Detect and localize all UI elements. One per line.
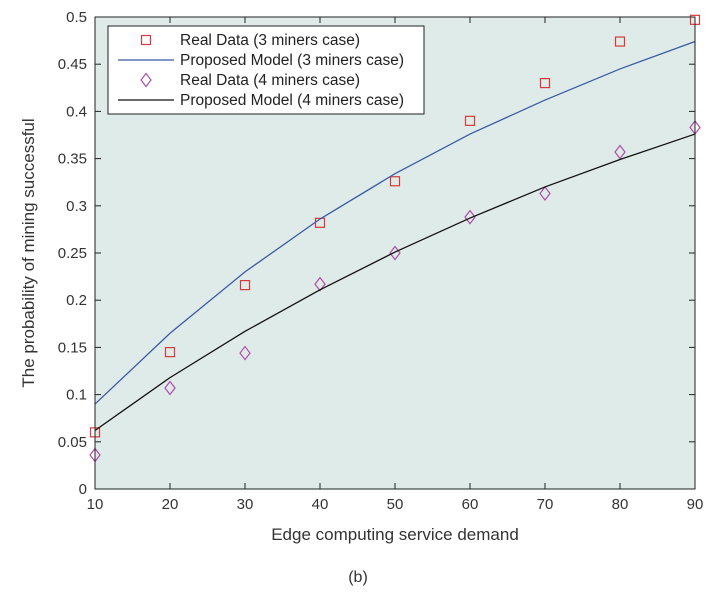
- y-tick-label: 0: [79, 481, 87, 498]
- data-point: [239, 345, 251, 361]
- legend-marker: [140, 72, 152, 88]
- data-point: [239, 279, 251, 291]
- x-tick-label: 40: [312, 496, 329, 513]
- data-point: [614, 36, 626, 47]
- data-point: [464, 115, 476, 126]
- x-tick-label: 60: [462, 496, 479, 513]
- y-tick-label: 0.15: [58, 339, 87, 356]
- legend-entry: Proposed Model (4 miners case): [180, 92, 404, 109]
- series-line: [94, 133, 696, 432]
- data-point: [164, 347, 176, 358]
- y-tick-label: 0.1: [66, 387, 87, 404]
- series-0: [89, 14, 701, 438]
- legend-entry: Real Data (3 miners case): [180, 32, 360, 49]
- series-1: [94, 40, 696, 405]
- y-tick-label: 0.45: [58, 56, 87, 73]
- legend: Real Data (3 miners case) Proposed Model …: [107, 25, 425, 115]
- x-axis-label: Edge computing service demand: [271, 525, 519, 544]
- series-3: [94, 133, 696, 432]
- x-tick-label: 30: [237, 496, 254, 513]
- x-tick-label: 70: [537, 496, 554, 513]
- data-point: [614, 144, 626, 160]
- x-tick-label: 90: [687, 496, 704, 513]
- x-tick-label: 10: [87, 496, 104, 513]
- x-tick-label: 80: [612, 496, 629, 513]
- data-point: [164, 380, 176, 396]
- legend-entry: Real Data (4 miners case): [180, 72, 360, 89]
- x-tick-label: 50: [387, 496, 404, 513]
- x-tick-label: 20: [162, 496, 179, 513]
- y-tick-label: 0.35: [58, 151, 87, 168]
- y-tick-label: 0.3: [66, 198, 87, 215]
- legend-entry: Proposed Model (3 miners case): [180, 52, 404, 69]
- y-axis-label: The probability of mining successful: [19, 118, 38, 387]
- data-point: [314, 276, 326, 292]
- y-tick-label: 0.05: [58, 434, 87, 451]
- y-tick-label: 0.5: [66, 9, 87, 26]
- series-line: [94, 40, 696, 405]
- legend-marker: [140, 34, 152, 46]
- data-point: [539, 77, 551, 89]
- data-point: [539, 186, 551, 202]
- y-tick-label: 0.25: [58, 245, 87, 262]
- data-point: [389, 176, 401, 187]
- legend-box: [107, 25, 425, 115]
- y-tick-label: 0.4: [66, 103, 87, 120]
- data-point: [464, 209, 476, 225]
- y-tick-label: 0.2: [66, 292, 87, 309]
- figure-caption: (b): [348, 569, 368, 586]
- ticks-layer: 10 20 30 40 50 60 70 80 90 0 0.05 0.1 0.15 0.2 0.25 0.3…: [58, 9, 704, 513]
